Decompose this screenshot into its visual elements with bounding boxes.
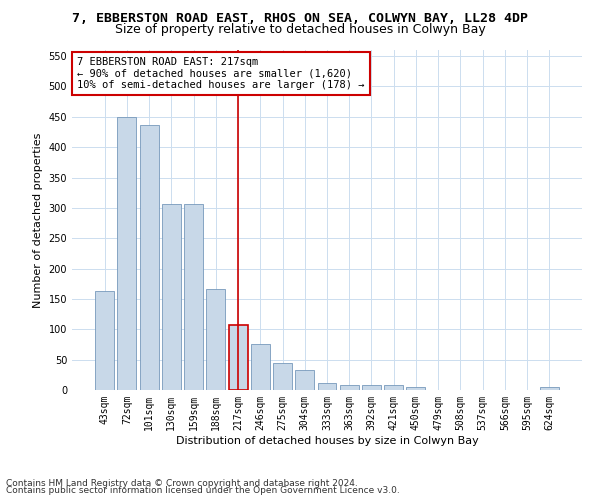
Text: Size of property relative to detached houses in Colwyn Bay: Size of property relative to detached ho… — [115, 22, 485, 36]
Bar — [229, 325, 248, 390]
Bar — [317, 384, 337, 390]
Bar — [540, 387, 559, 390]
Bar — [206, 288, 225, 390]
Y-axis label: Number of detached properties: Number of detached properties — [33, 132, 43, 308]
Bar — [340, 385, 359, 390]
Bar — [384, 385, 403, 390]
Bar — [406, 387, 425, 390]
Text: Contains HM Land Registry data © Crown copyright and database right 2024.: Contains HM Land Registry data © Crown c… — [6, 478, 358, 488]
Bar — [162, 204, 181, 390]
Text: 7, EBBERSTON ROAD EAST, RHOS ON SEA, COLWYN BAY, LL28 4DP: 7, EBBERSTON ROAD EAST, RHOS ON SEA, COL… — [72, 12, 528, 26]
Text: 7 EBBERSTON ROAD EAST: 217sqm
← 90% of detached houses are smaller (1,620)
10% o: 7 EBBERSTON ROAD EAST: 217sqm ← 90% of d… — [77, 57, 365, 90]
Bar — [295, 370, 314, 390]
Bar — [95, 291, 114, 390]
Bar — [273, 362, 292, 390]
Bar — [251, 344, 270, 390]
Bar — [118, 117, 136, 390]
Bar — [362, 385, 381, 390]
Text: Contains public sector information licensed under the Open Government Licence v3: Contains public sector information licen… — [6, 486, 400, 495]
Bar — [140, 126, 158, 390]
Bar — [184, 204, 203, 390]
X-axis label: Distribution of detached houses by size in Colwyn Bay: Distribution of detached houses by size … — [176, 436, 478, 446]
